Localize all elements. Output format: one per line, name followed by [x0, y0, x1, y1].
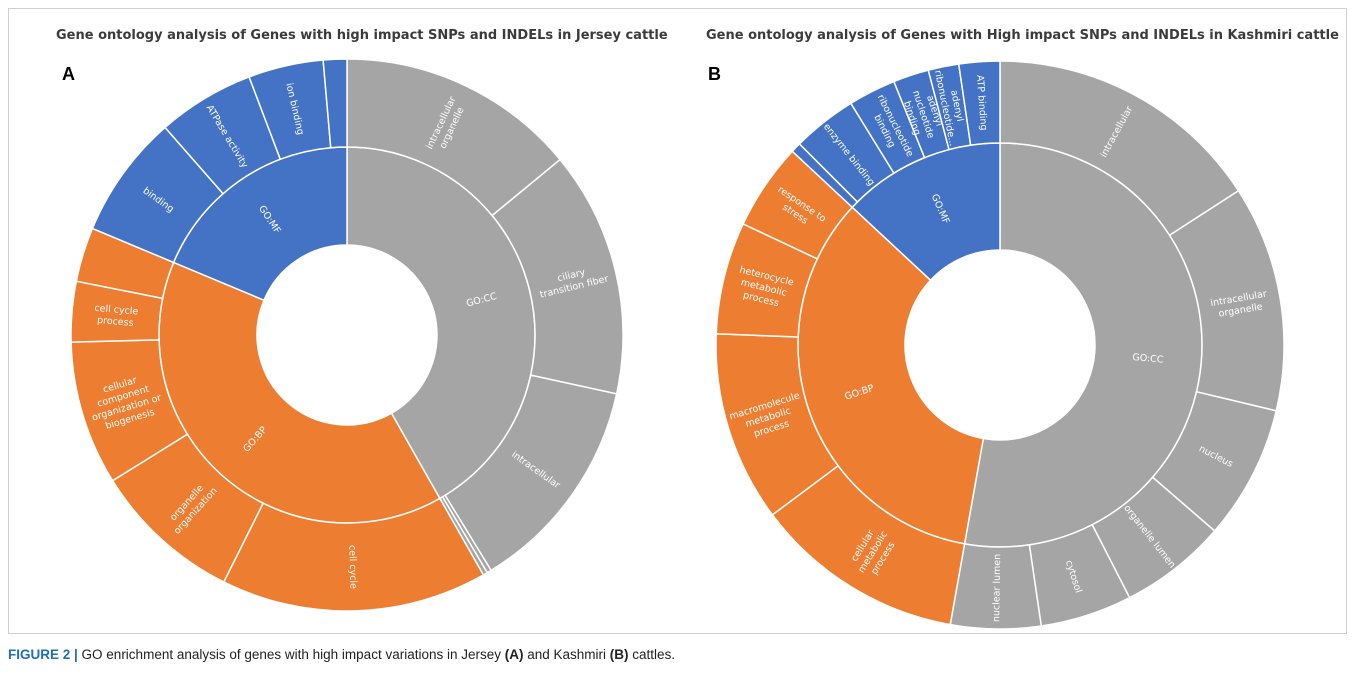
figure-frame: [8, 8, 1347, 634]
sunburst-segment-atp-binding: [957, 60, 1001, 146]
sunburst-segment-unlabeled: [322, 58, 348, 149]
chart-title-a: Gene ontology analysis of Genes with hig…: [56, 28, 668, 43]
segment-label-cell-cycle-process: cell cycleprocess: [93, 303, 139, 330]
chart-title-b: Gene ontology analysis of Genes with Hig…: [706, 28, 1339, 43]
panel-label-a: A: [62, 64, 75, 84]
caption-text-2: and Kashmiri: [523, 647, 610, 662]
panel-label-b: B: [708, 64, 721, 84]
group-label-go-cc: GO:CC: [1132, 352, 1164, 366]
caption-panel-a: (A): [504, 647, 524, 662]
caption-text-1: GO enrichment analysis of genes with hig…: [77, 647, 505, 662]
caption-lead: FIGURE 2 |: [8, 647, 78, 662]
segment-label-atp-binding: ATP binding: [974, 75, 989, 131]
segment-label-cell-cycle: cell cycle: [346, 545, 358, 589]
caption-text-3: cattles.: [628, 647, 676, 662]
caption-panel-b: (B): [609, 647, 629, 662]
segment-label-nuclear-lumen: nuclear lumen: [991, 554, 1003, 622]
segment-label-cellular-component-organization-or-biogenesis: cellularcomponentorganization orbiogenes…: [84, 370, 166, 435]
figure-caption: FIGURE 2 | GO enrichment analysis of gen…: [8, 647, 675, 662]
